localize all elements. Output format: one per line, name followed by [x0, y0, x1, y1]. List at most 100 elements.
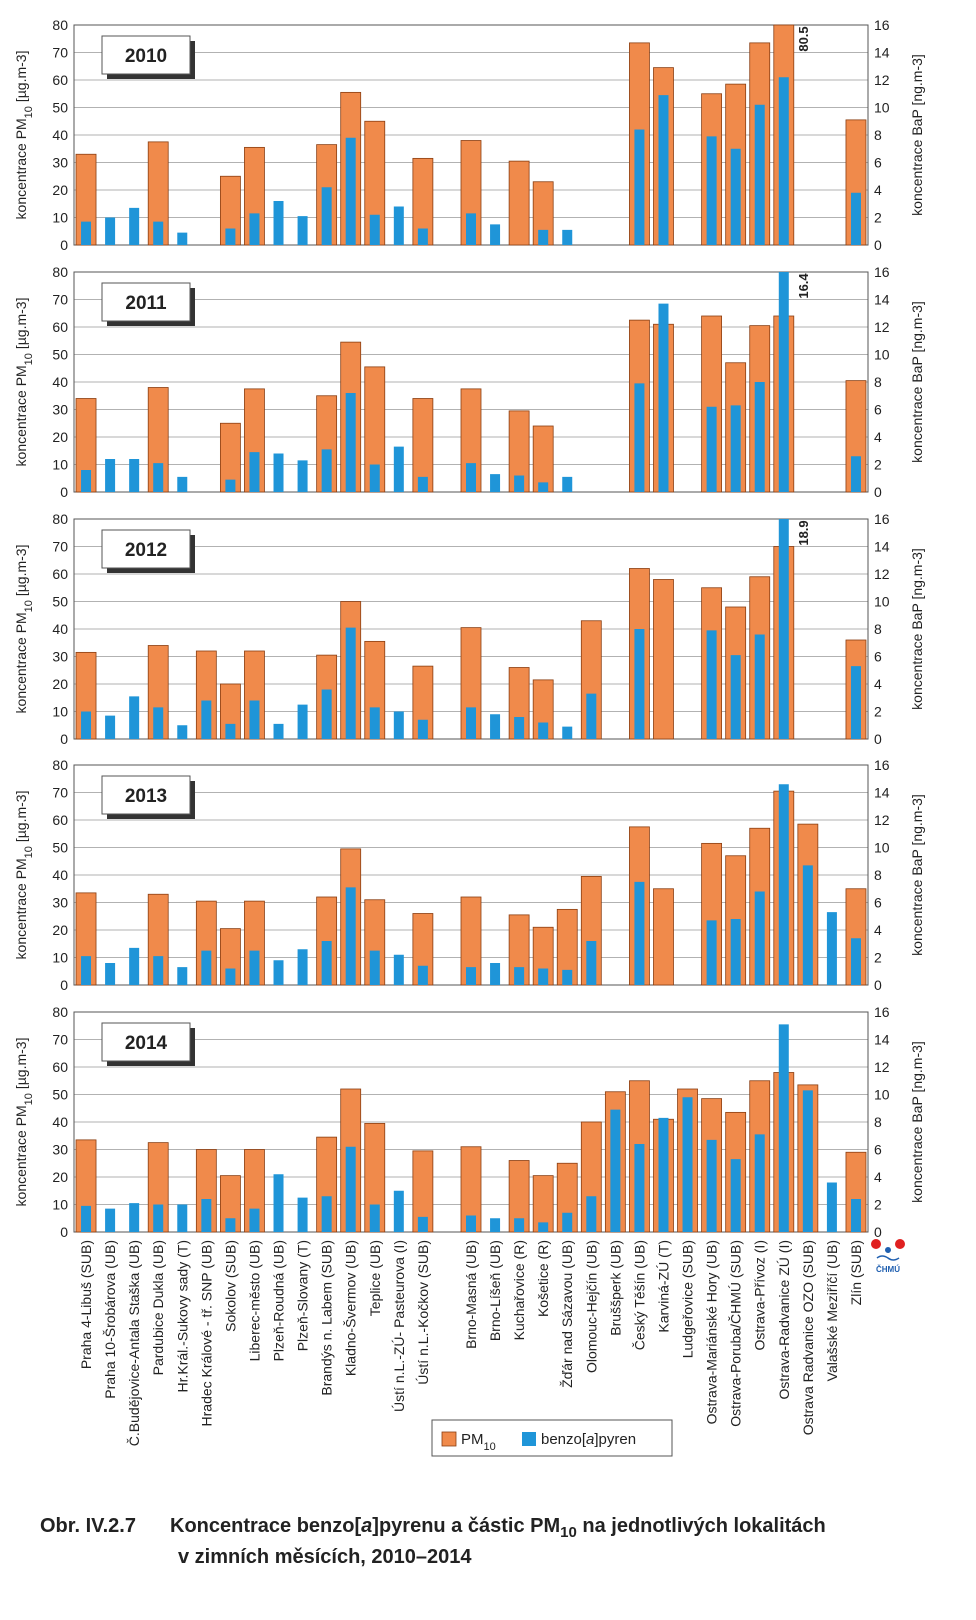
bar-bap [850, 938, 861, 985]
year-box [101, 775, 191, 815]
category-label: Praha 4-Libuš (SUB) [78, 1240, 94, 1369]
bar-bap [634, 383, 645, 492]
category-label: Ostrava-Poruba/ČHMÚ (SUB) [728, 1240, 744, 1427]
ylabel-left-unit: [µg.m-3] [13, 791, 29, 847]
category-label: Zlín (SUB) [848, 1240, 864, 1305]
bar-bap [177, 232, 188, 245]
category-label: Pardubice Dukla (UB) [150, 1240, 166, 1375]
tick-label-right: 12 [874, 1059, 890, 1075]
bar-bap [538, 722, 549, 739]
tick-label-left: 0 [60, 977, 68, 993]
figure-caption: Obr. IV.2.7 Koncentrace benzo[a]pyrenu a … [40, 1514, 960, 1569]
tick-label-left: 80 [52, 757, 68, 773]
bar-bap [754, 891, 765, 985]
overflow-label: 18.9 [796, 520, 811, 545]
tick-label-right: 16 [874, 511, 890, 527]
bar-bap [778, 272, 789, 492]
bar-bap [634, 1144, 645, 1232]
tick-label-left: 60 [52, 812, 68, 828]
bar-bap [778, 1024, 789, 1232]
tick-label-left: 30 [52, 155, 68, 171]
ylabel-left-subscript: 10 [23, 353, 35, 365]
tick-label-left: 70 [52, 292, 68, 308]
tick-label-left: 70 [52, 785, 68, 801]
tick-label-right: 10 [874, 100, 890, 116]
tick-label-left: 50 [52, 347, 68, 363]
tick-label-right: 8 [874, 867, 882, 883]
tick-label-left: 10 [52, 457, 68, 473]
caption-italic: a [361, 1515, 373, 1537]
bar-bap [153, 1204, 164, 1232]
ylabel-right: koncentrace BaP [ng.m-3] [909, 548, 925, 710]
bar-bap [129, 207, 140, 245]
tick-label-left: 60 [52, 319, 68, 335]
ylabel-left: koncentrace PM10 [µg.m-3] [13, 545, 35, 714]
tick-label-left: 30 [52, 1142, 68, 1158]
tick-label-left: 0 [60, 237, 68, 253]
tick-label-right: 4 [874, 182, 882, 198]
tick-label-left: 0 [60, 484, 68, 500]
category-label: Hradec Králové - tř. SNP (UB) [198, 1240, 214, 1426]
bar-bap [634, 629, 645, 739]
bar-bap [153, 707, 164, 739]
year-label: 2012 [125, 540, 167, 561]
ylabel-left: koncentrace PM10 [µg.m-3] [13, 51, 35, 220]
ylabel-left-subscript: 10 [23, 106, 35, 118]
bar-bap [81, 470, 92, 492]
ylabel-left: koncentrace PM10 [µg.m-3] [13, 791, 35, 960]
bar-bap [321, 449, 332, 492]
bar-bap [634, 129, 645, 245]
tick-label-right: 6 [874, 155, 882, 171]
tick-label-right: 14 [874, 1032, 890, 1048]
tick-label-left: 30 [52, 402, 68, 418]
logo-text: ČHMÚ [876, 1265, 900, 1274]
bar-bap [730, 148, 741, 245]
bar-bap [850, 456, 861, 492]
panel-2012: 0 0 10 2 20 4 30 6 40 8 50 10 60 12 70 14 80 16 18.9 2012 [52, 511, 889, 747]
tick-label-left: 10 [52, 950, 68, 966]
bar-bap [634, 881, 645, 985]
category-label: Č.Budějovice-Antala Staška (UB) [126, 1240, 142, 1446]
tick-label-right: 0 [874, 1224, 882, 1240]
bar-bap [81, 1205, 92, 1232]
category-label: Ústí n.L.-ZÚ- Pasteurova (I) [391, 1240, 407, 1412]
tick-label-right: 2 [874, 950, 882, 966]
category-label: Liberec-město (UB) [246, 1240, 262, 1361]
bar-bap [321, 1196, 332, 1232]
bar-bap [273, 1174, 284, 1232]
category-label: Český Těšín (UB) [631, 1240, 647, 1350]
bar-bap [153, 956, 164, 985]
bar-bap [826, 1182, 837, 1232]
category-label: Karviná-ZÚ (T) [655, 1240, 671, 1333]
tick-label-left: 30 [52, 649, 68, 665]
tick-label-right: 4 [874, 429, 882, 445]
bar-bap [417, 476, 428, 492]
year-label: 2014 [125, 1033, 168, 1054]
overflow-label: 16.4 [796, 273, 811, 299]
bar-bap [514, 717, 525, 739]
bar-bap [81, 221, 92, 245]
legend-bap-part: ]pyren [594, 1431, 636, 1448]
bar-bap [730, 405, 741, 492]
legend-label-bap: benzo[a]pyren [541, 1431, 636, 1448]
category-label: Kladno-Švermov (UB) [343, 1240, 359, 1376]
bar-bap [466, 707, 476, 739]
bar-bap [562, 726, 573, 739]
tick-label-right: 10 [874, 594, 890, 610]
tick-label-right: 4 [874, 1169, 882, 1185]
bar-bap [417, 719, 428, 739]
bar-bap [706, 406, 717, 492]
bar-bap [345, 137, 356, 245]
tick-label-left: 50 [52, 100, 68, 116]
category-label: Hr.Král.-Sukovy sady (T) [174, 1240, 190, 1392]
bar-bap [393, 1190, 404, 1232]
tick-label-left: 60 [52, 1059, 68, 1075]
bar-bap [706, 630, 717, 739]
bar-bap [586, 693, 597, 739]
bar-bap [562, 476, 573, 492]
bar-bap [466, 967, 476, 985]
bar-bap [177, 1204, 188, 1232]
bar-pm10 [508, 160, 530, 246]
ylabel-left: koncentrace PM10 [µg.m-3] [13, 298, 35, 467]
bar-bap [345, 627, 356, 739]
